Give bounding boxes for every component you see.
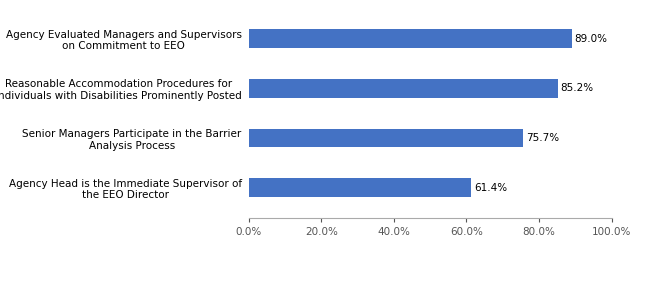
Bar — [249, 178, 472, 197]
Bar — [249, 29, 572, 48]
Bar — [249, 79, 558, 98]
Text: 75.7%: 75.7% — [526, 133, 559, 143]
Text: 61.4%: 61.4% — [474, 183, 507, 193]
Text: 89.0%: 89.0% — [574, 34, 607, 44]
Bar — [249, 128, 523, 147]
Text: 85.2%: 85.2% — [560, 83, 593, 93]
